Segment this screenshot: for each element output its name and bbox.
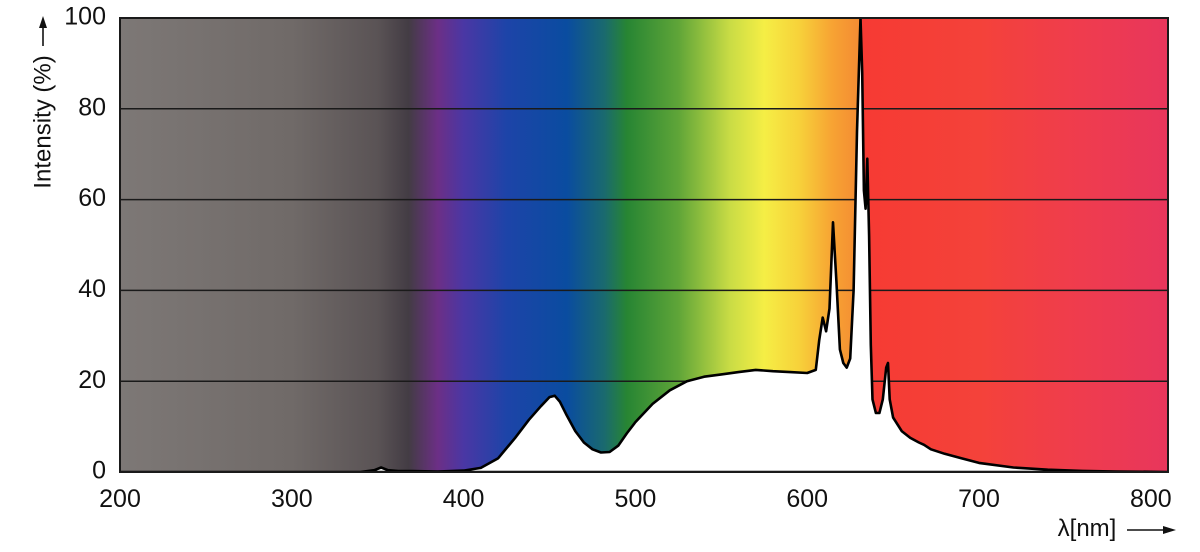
y-tick-label: 0	[92, 457, 106, 485]
y-tick-label: 40	[78, 275, 106, 303]
plot-frame	[119, 17, 1169, 473]
y-tick-label: 60	[78, 184, 106, 212]
x-axis-arrow	[1127, 526, 1176, 534]
gridlines	[120, 108, 1168, 382]
y-axis-label: Intensity (%)	[29, 55, 56, 188]
x-tick-labels: 200 300 400 500 600 700 800	[99, 485, 1172, 513]
x-axis-label: λ[nm]	[1058, 515, 1117, 542]
x-tick-label: 200	[99, 485, 141, 513]
x-tick-label: 400	[443, 485, 485, 513]
y-tick-label: 100	[64, 3, 106, 31]
y-axis-title: Intensity (%)	[29, 55, 56, 188]
x-tick-label: 300	[271, 485, 313, 513]
x-tick-label: 800	[1130, 485, 1172, 513]
y-tick-label: 20	[78, 366, 106, 394]
x-tick-label: 700	[958, 485, 1000, 513]
x-tick-label: 500	[615, 485, 657, 513]
plot-background	[120, 18, 1168, 472]
y-axis-arrow	[39, 16, 47, 46]
x-tick-label: 600	[786, 485, 828, 513]
y-tick-labels: 0 20 40 60 80 100	[64, 3, 106, 485]
y-tick-label: 80	[78, 93, 106, 121]
spectrum-curve	[120, 18, 1168, 472]
